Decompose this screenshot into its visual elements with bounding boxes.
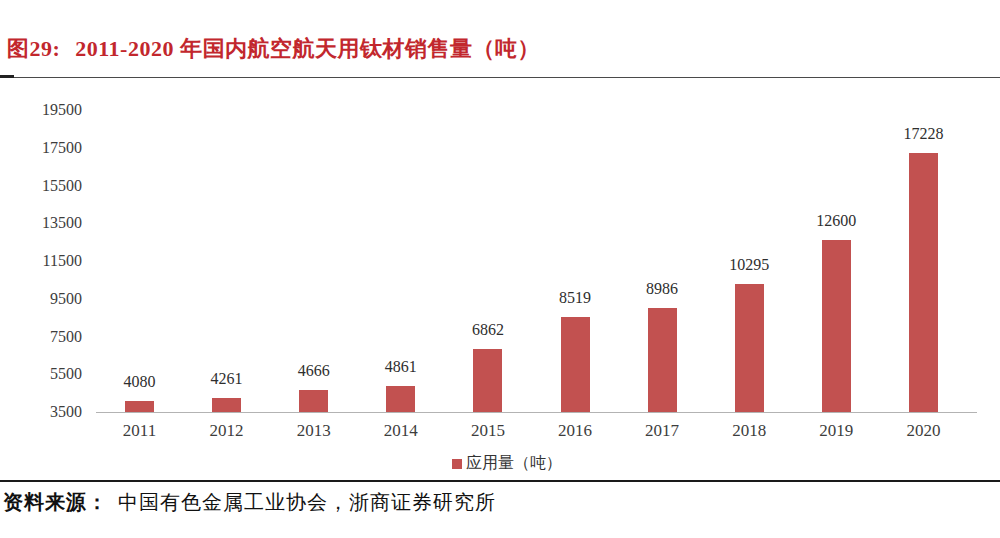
y-axis-tick-label: 5500 <box>22 365 82 383</box>
bar <box>561 317 590 412</box>
bar <box>212 398 241 412</box>
y-axis-tick-label: 7500 <box>22 328 82 346</box>
bar-value-label: 4261 <box>211 370 243 388</box>
x-axis-label: 2014 <box>384 421 418 441</box>
bar <box>735 284 764 412</box>
bar-value-label: 8519 <box>559 289 591 307</box>
footer-rule <box>0 480 1000 482</box>
bar-value-label: 6862 <box>472 321 504 339</box>
legend-label: 应用量（吨） <box>466 453 562 474</box>
x-axis-label: 2019 <box>819 421 853 441</box>
legend-swatch <box>452 459 462 469</box>
source-body: 中国有色金属工业协会，浙商证券研究所 <box>118 491 496 513</box>
y-axis-tick-label: 17500 <box>22 139 82 157</box>
y-axis-tick-label: 19500 <box>22 101 82 119</box>
x-axis-label: 2016 <box>558 421 592 441</box>
bar <box>299 390 328 412</box>
x-axis-label: 2018 <box>732 421 766 441</box>
x-axis-line <box>96 412 977 413</box>
bar <box>822 240 851 412</box>
bar <box>648 308 677 412</box>
title-underline-tick <box>0 75 14 78</box>
x-axis-label: 2020 <box>906 421 940 441</box>
x-axis-label: 2013 <box>297 421 331 441</box>
bar-value-label: 17228 <box>903 125 943 143</box>
figure-title-text: 2011-2020 年国内航空航天用钛材销售量（吨） <box>75 36 540 61</box>
figure: 图29: 2011-2020 年国内航空航天用钛材销售量（吨） 应用量（吨） 资料… <box>0 0 1000 538</box>
bar <box>386 386 415 412</box>
y-axis-tick-label: 13500 <box>22 214 82 232</box>
bar-value-label: 12600 <box>816 212 856 230</box>
title-underline <box>0 77 1000 78</box>
bar-value-label: 4080 <box>124 373 156 391</box>
bar-value-label: 4861 <box>385 358 417 376</box>
source-text: 资料来源： 中国有色金属工业协会，浙商证券研究所 <box>3 491 496 514</box>
source-prefix: 资料来源： <box>3 491 108 513</box>
bar <box>473 349 502 412</box>
y-axis-tick-label: 3500 <box>22 403 82 421</box>
x-axis-label: 2011 <box>123 421 156 441</box>
bar-value-label: 4666 <box>298 362 330 380</box>
y-axis-tick-label: 9500 <box>22 290 82 308</box>
x-axis-label: 2017 <box>645 421 679 441</box>
legend: 应用量（吨） <box>452 453 562 474</box>
x-axis-label: 2015 <box>471 421 505 441</box>
chart-title: 图29: 2011-2020 年国内航空航天用钛材销售量（吨） <box>7 34 540 64</box>
bar-value-label: 8986 <box>646 280 678 298</box>
y-axis-tick-label: 15500 <box>22 177 82 195</box>
figure-label: 图29: <box>7 36 60 61</box>
y-axis-tick-label: 11500 <box>22 252 82 270</box>
x-axis-label: 2012 <box>210 421 244 441</box>
bar <box>125 401 154 412</box>
bar-value-label: 10295 <box>729 256 769 274</box>
bar <box>909 153 938 412</box>
